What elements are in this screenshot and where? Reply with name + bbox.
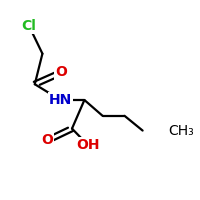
Text: OH: OH bbox=[76, 138, 100, 152]
Text: O: O bbox=[41, 133, 53, 147]
Text: HN: HN bbox=[49, 93, 72, 107]
Text: CH₃: CH₃ bbox=[168, 124, 194, 138]
Text: O: O bbox=[56, 65, 67, 79]
Text: Cl: Cl bbox=[22, 19, 36, 33]
